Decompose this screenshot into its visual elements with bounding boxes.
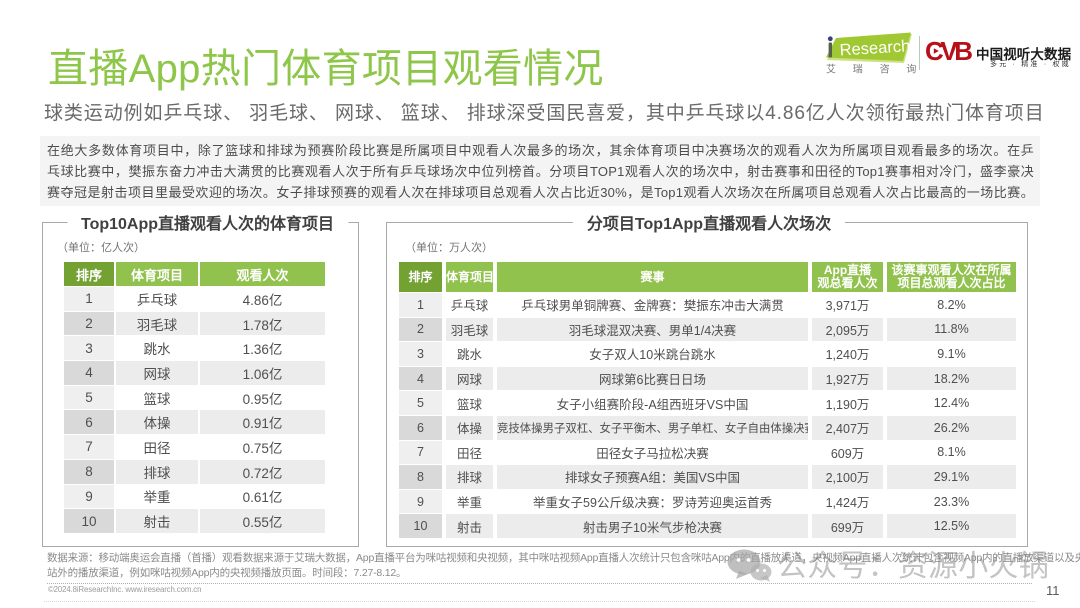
svg-text:艾瑞咨询: 艾瑞咨询 [826, 63, 920, 76]
svg-text:Research: Research [839, 37, 911, 59]
